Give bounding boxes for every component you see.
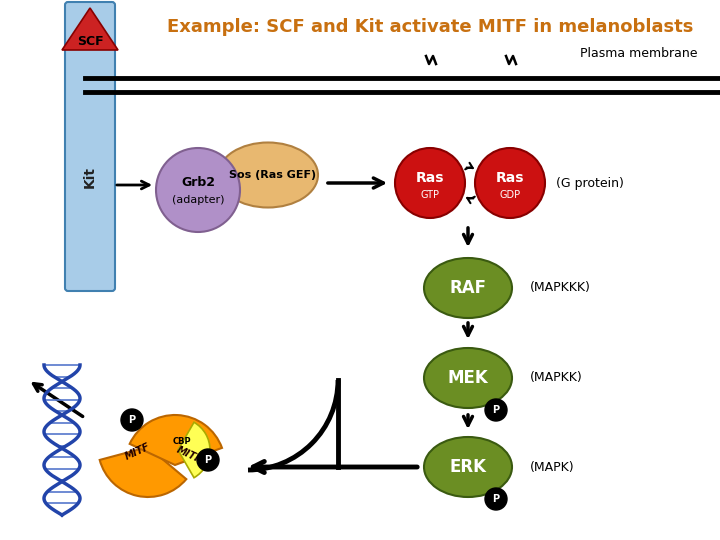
Wedge shape (99, 447, 186, 497)
Circle shape (121, 409, 143, 431)
Text: (MAPKKK): (MAPKKK) (530, 281, 591, 294)
Circle shape (395, 148, 465, 218)
Text: GTP: GTP (420, 190, 439, 200)
Text: Plasma membrane: Plasma membrane (580, 47, 698, 60)
Text: RAF: RAF (449, 279, 487, 297)
Text: GDP: GDP (500, 190, 521, 200)
Text: Grb2: Grb2 (181, 176, 215, 188)
Circle shape (197, 449, 219, 471)
Polygon shape (62, 8, 118, 50)
Text: (G protein): (G protein) (556, 177, 624, 190)
Ellipse shape (424, 258, 512, 318)
Text: Sos (Ras GEF): Sos (Ras GEF) (230, 170, 317, 180)
Circle shape (475, 148, 545, 218)
Wedge shape (178, 422, 210, 478)
Text: ERK: ERK (449, 458, 487, 476)
Text: MITF: MITF (175, 445, 203, 465)
Wedge shape (130, 415, 222, 465)
Text: P: P (128, 415, 135, 425)
Text: Ras: Ras (415, 171, 444, 185)
Text: P: P (204, 455, 212, 465)
Text: Ras: Ras (496, 171, 524, 185)
Text: Kit: Kit (83, 165, 97, 187)
Text: Example: SCF and Kit activate MITF in melanoblasts: Example: SCF and Kit activate MITF in me… (167, 18, 693, 36)
Ellipse shape (424, 348, 512, 408)
Circle shape (156, 148, 240, 232)
Ellipse shape (424, 437, 512, 497)
Ellipse shape (218, 143, 318, 207)
FancyBboxPatch shape (65, 2, 115, 291)
Circle shape (485, 399, 507, 421)
Circle shape (485, 488, 507, 510)
Text: P: P (492, 405, 500, 415)
Text: MEK: MEK (448, 369, 488, 387)
Text: SCF: SCF (77, 35, 103, 48)
Text: CBP: CBP (173, 437, 192, 447)
Text: MITF: MITF (124, 442, 152, 462)
Text: (MAPK): (MAPK) (530, 461, 575, 474)
Text: P: P (492, 494, 500, 504)
Text: (MAPKK): (MAPKK) (530, 372, 582, 384)
Text: (adapter): (adapter) (172, 195, 224, 205)
